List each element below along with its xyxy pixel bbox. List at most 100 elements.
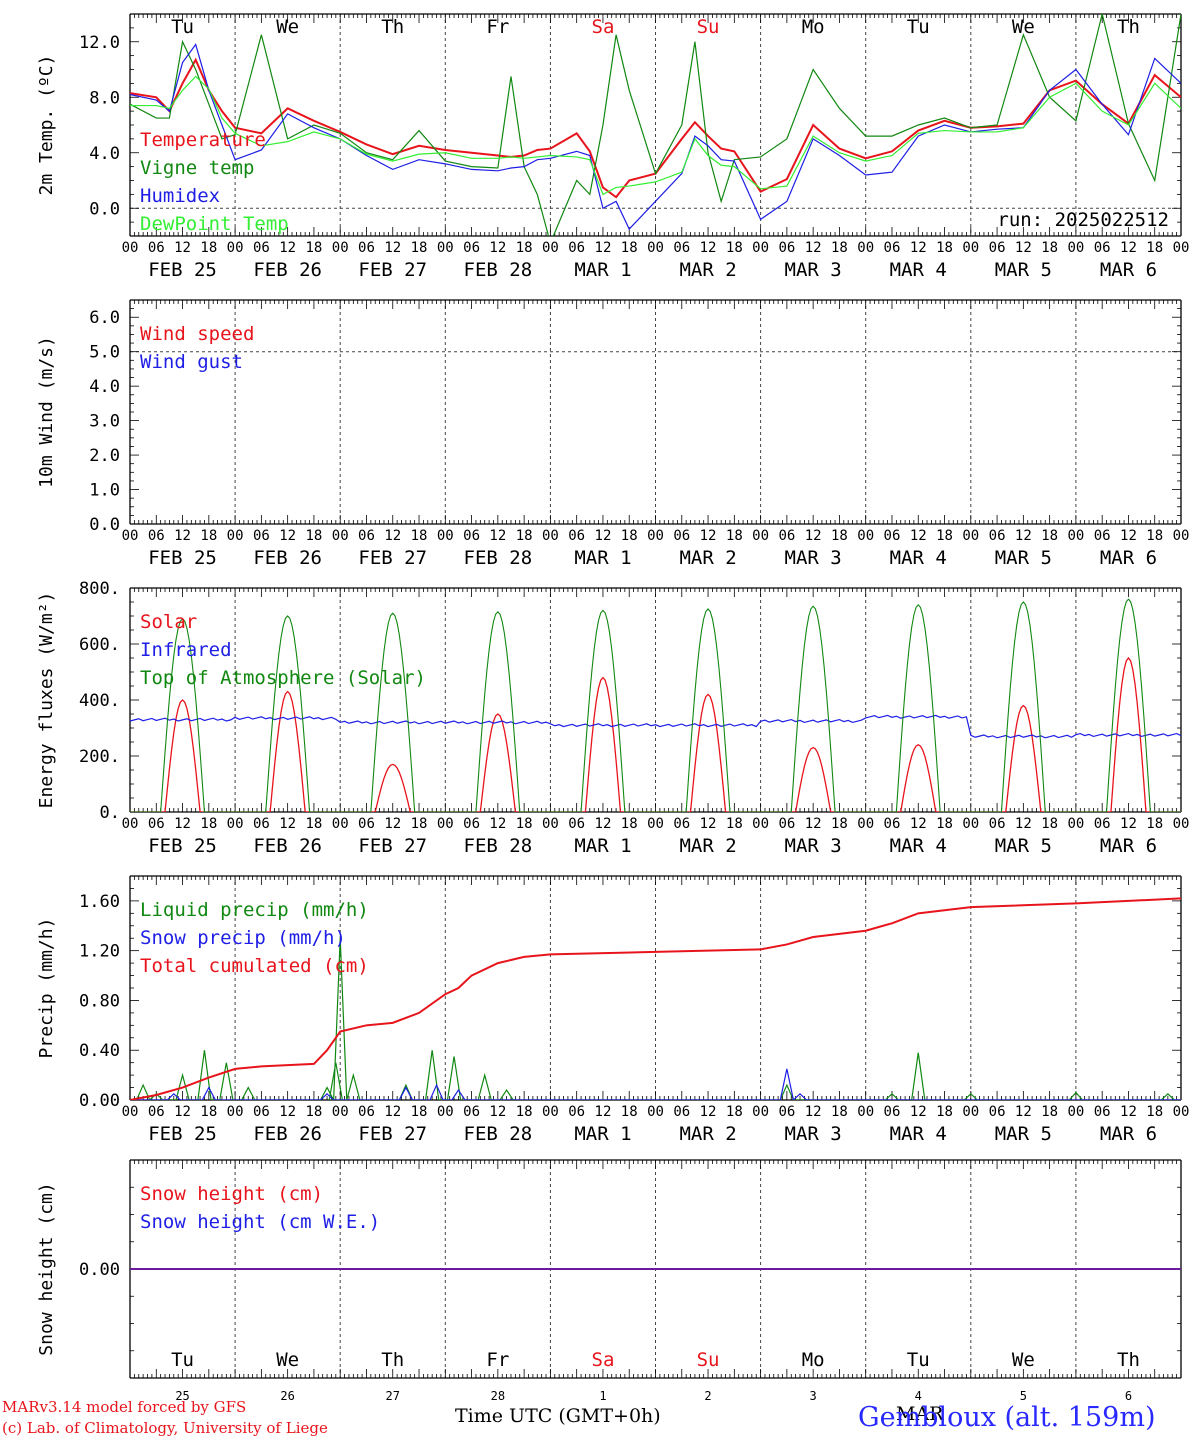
weekday-label: Mo: [802, 16, 825, 38]
hour-label: 06: [1094, 528, 1111, 544]
hour-label: 12: [805, 240, 822, 256]
y-tick-label: 5.0: [89, 343, 120, 363]
y-tick-label: 400.: [79, 691, 120, 711]
series-green-line: [655, 608, 761, 812]
weekday-label: Tu: [171, 16, 194, 38]
date-label: FEB 26: [253, 1123, 322, 1145]
hour-label: 18: [936, 528, 953, 544]
legend-entry: Vigne temp: [140, 157, 254, 179]
date-label: MAR 2: [679, 547, 736, 569]
date-label: MAR 1: [574, 1123, 631, 1145]
hour-label: 12: [805, 816, 822, 832]
hour-label: 00: [332, 240, 349, 256]
legend-entry: Total cumulated (cm): [140, 955, 369, 977]
hour-label: 00: [647, 816, 664, 832]
hour-label: 12: [489, 528, 506, 544]
hour-label: 06: [673, 528, 690, 544]
hour-label: 00: [752, 816, 769, 832]
hour-label: 00: [962, 240, 979, 256]
legend-entry: Wind gust: [140, 351, 243, 373]
hour-label: 06: [673, 1104, 690, 1120]
hour-label: 00: [857, 240, 874, 256]
hour-label: 12: [1120, 528, 1137, 544]
hour-label: 12: [595, 816, 612, 832]
hour-label: 12: [595, 240, 612, 256]
legend-entry: DewPoint Temp: [140, 213, 289, 235]
date-label: MAR 4: [890, 259, 947, 281]
date-label: MAR 2: [679, 835, 736, 857]
series-lightgreen-line: [130, 75, 1181, 196]
hour-label: 06: [358, 816, 375, 832]
date-label: MAR 5: [995, 259, 1052, 281]
hour-label: 18: [200, 240, 217, 256]
hour-label: 12: [910, 240, 927, 256]
y-tick-label: 0.00: [79, 1091, 120, 1111]
hour-label: 12: [1120, 816, 1137, 832]
hour-label: 12: [595, 528, 612, 544]
hour-label: 12: [279, 528, 296, 544]
series-green-line: [445, 610, 551, 812]
hour-label: 00: [857, 528, 874, 544]
hour-label: 12: [174, 816, 191, 832]
hour-label: 12: [489, 1104, 506, 1120]
series-green-line: [550, 609, 656, 812]
weekday-label: Th: [1117, 1349, 1140, 1371]
hour-label: 00: [1067, 240, 1084, 256]
series-red-line: [970, 704, 1076, 812]
hour-label: 12: [1120, 240, 1137, 256]
series-blue-line: [130, 1068, 1181, 1100]
y-tick-label: 8.0: [89, 88, 120, 108]
y-axis-title: Precip (mm/h): [36, 918, 57, 1059]
y-axis-title: 2m Temp. (ºC): [36, 55, 57, 196]
y-tick-label: 2.0: [89, 446, 120, 466]
hour-label: 18: [726, 816, 743, 832]
hour-label: 06: [148, 1104, 165, 1120]
y-tick-label: 0.0: [89, 199, 120, 219]
day-number-label: 28: [491, 1389, 505, 1403]
y-axis-title: Energy fluxes (W/m²): [36, 592, 57, 809]
hour-label: 00: [122, 816, 139, 832]
hour-label: 06: [148, 528, 165, 544]
hour-label: 12: [1015, 1104, 1032, 1120]
y-tick-label: 1.0: [89, 481, 120, 501]
date-label: FEB 26: [253, 547, 322, 569]
series-green-line: [970, 601, 1076, 812]
series-green-line: [760, 605, 866, 812]
hour-label: 18: [411, 528, 428, 544]
hour-label: 18: [621, 240, 638, 256]
series-red-line: [445, 713, 551, 812]
date-label: FEB 27: [358, 547, 427, 569]
y-tick-label: 600.: [79, 635, 120, 655]
y-tick-label: 800.: [79, 579, 120, 599]
y-tick-label: 12.0: [79, 33, 120, 53]
date-label: FEB 25: [148, 259, 217, 281]
hour-label: 06: [673, 816, 690, 832]
y-tick-label: 0.80: [79, 991, 120, 1011]
weekday-label: Tu: [907, 16, 930, 38]
hour-label: 18: [1146, 816, 1163, 832]
hour-label: 00: [647, 528, 664, 544]
hour-label: 18: [1041, 528, 1058, 544]
hour-label: 12: [174, 528, 191, 544]
date-label: MAR 1: [574, 835, 631, 857]
hour-label: 06: [884, 1104, 901, 1120]
hour-label: 06: [568, 1104, 585, 1120]
weekday-label: We: [276, 1349, 299, 1371]
weekday-label: Mo: [802, 1349, 825, 1371]
hour-label: 18: [1146, 240, 1163, 256]
hour-label: 00: [1173, 240, 1190, 256]
weekday-label: Tu: [907, 1349, 930, 1371]
hour-label: 12: [910, 528, 927, 544]
date-label: MAR 6: [1100, 547, 1157, 569]
series-blue-line: [130, 43, 1181, 231]
date-label: MAR 4: [890, 835, 947, 857]
series-red-line: [655, 693, 761, 812]
hour-label: 06: [778, 816, 795, 832]
hour-label: 06: [253, 528, 270, 544]
hour-label: 18: [411, 816, 428, 832]
day-number-label: 3: [810, 1389, 817, 1403]
day-number-label: 26: [280, 1389, 294, 1403]
y-tick-label: 0.40: [79, 1041, 120, 1061]
hour-label: 06: [253, 816, 270, 832]
